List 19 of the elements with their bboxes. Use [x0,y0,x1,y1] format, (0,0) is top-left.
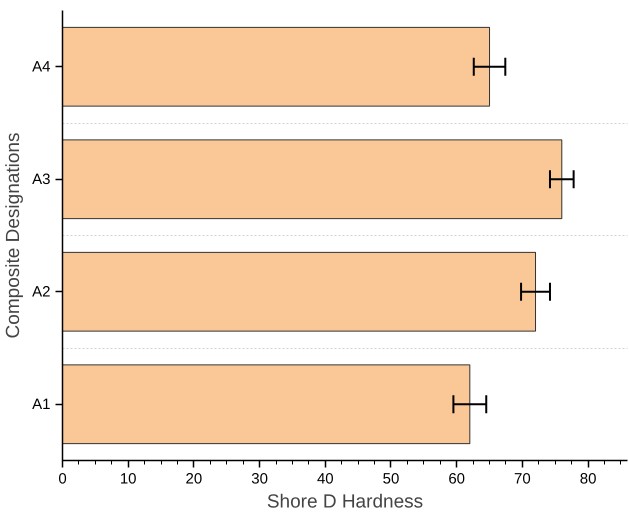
x-tick-label: 0 [58,470,67,488]
x-tick-label: 40 [316,470,334,488]
x-tick-label: 70 [514,470,531,488]
x-axis-title: Shore D Hardness [266,492,424,512]
x-tick-label: 30 [251,470,268,488]
bar [62,139,562,220]
x-tick-label: 60 [448,470,466,488]
x-tick-label: 10 [120,470,137,488]
x-tick-label: 20 [186,470,202,488]
y-tick-label: A2 [32,283,51,300]
y-tick-label: A4 [32,58,51,76]
bar [62,252,536,332]
y-tick-label: A3 [32,170,51,188]
y-tick-label: A1 [32,396,51,413]
x-tick-label: 80 [580,470,596,488]
x-tick-label: 50 [382,470,400,488]
bar [62,26,490,107]
bar [62,364,470,444]
y-axis-title: Composite Designations [3,132,24,338]
